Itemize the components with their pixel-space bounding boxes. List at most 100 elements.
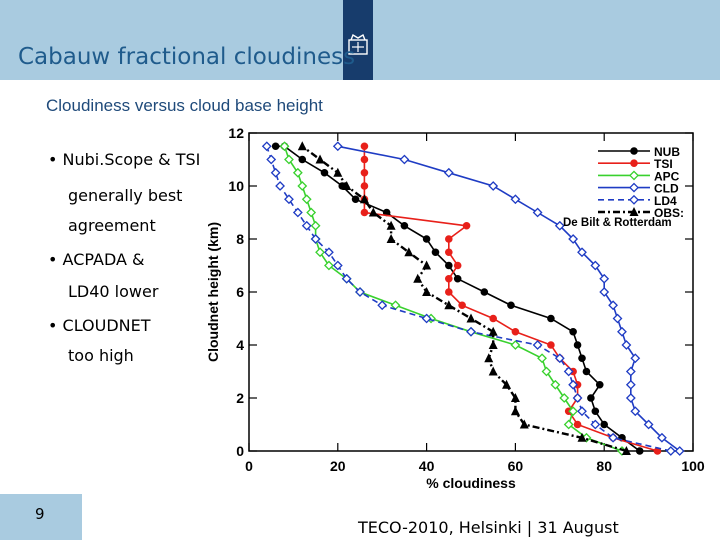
data-point	[621, 340, 632, 350]
data-point	[279, 141, 290, 152]
data-point	[360, 208, 369, 217]
data-point	[360, 142, 369, 151]
data-point	[599, 273, 610, 284]
data-point	[484, 353, 494, 363]
data-point	[315, 247, 325, 258]
data-point	[360, 155, 369, 164]
x-axis-label: % cloudiness	[426, 475, 516, 491]
data-point	[360, 182, 369, 190]
footer-panel	[82, 494, 720, 540]
data-point	[431, 248, 440, 257]
data-point	[488, 326, 498, 336]
data-point	[625, 366, 636, 377]
data-point	[422, 260, 432, 270]
data-point	[466, 313, 476, 323]
data-point	[324, 260, 334, 271]
series-cld	[332, 141, 685, 456]
data-point	[630, 406, 641, 417]
crest-icon	[348, 33, 368, 55]
data-point	[625, 393, 636, 403]
data-point	[422, 235, 431, 243]
footer-text: TECO-2010, Helsinki | 31 August	[358, 518, 619, 537]
legend-label: TSI	[654, 157, 673, 171]
x-tick-label: 100	[681, 458, 705, 474]
data-point	[360, 168, 369, 177]
data-point	[600, 420, 608, 429]
data-point	[332, 260, 343, 271]
page-title: Cabauw fractional cloudiness	[18, 44, 356, 70]
legend-label: CLD	[654, 182, 679, 196]
y-tick-label: 6	[236, 284, 244, 300]
data-point	[657, 432, 667, 443]
data-point	[577, 432, 587, 442]
series-apc	[279, 141, 627, 456]
series-line	[283, 146, 623, 452]
data-point	[275, 181, 285, 191]
data-point	[310, 234, 321, 244]
data-point	[488, 181, 499, 191]
y-tick-label: 12	[228, 125, 244, 141]
x-tick-label: 80	[596, 458, 612, 474]
y-tick-label: 4	[236, 337, 244, 353]
data-point	[582, 367, 591, 376]
series-tsi	[360, 142, 662, 455]
legend-label: OBS:	[654, 206, 684, 220]
data-point	[537, 353, 547, 364]
data-point	[351, 195, 360, 204]
series-line	[337, 145, 681, 452]
data-point	[301, 220, 312, 231]
data-point	[563, 366, 574, 377]
data-point	[443, 167, 454, 178]
data-point	[445, 235, 453, 243]
data-point	[591, 407, 600, 416]
data-point	[587, 394, 595, 402]
data-point	[444, 300, 454, 310]
data-point	[559, 393, 570, 403]
data-point	[608, 300, 618, 311]
data-point	[284, 194, 294, 205]
data-point	[386, 220, 396, 230]
data-point	[297, 141, 307, 151]
data-point	[368, 207, 378, 217]
y-axis-label: Cloudnet height (km)	[205, 222, 221, 362]
data-point	[404, 247, 414, 257]
data-point	[400, 221, 409, 230]
data-point	[595, 380, 604, 389]
data-point	[625, 379, 636, 390]
data-point	[577, 247, 587, 258]
data-point	[488, 366, 498, 376]
data-point	[599, 287, 610, 297]
legend-marker	[629, 207, 639, 216]
data-point	[458, 301, 466, 310]
bullet-item: • ACPADA &	[48, 250, 145, 269]
data-point	[342, 181, 352, 190]
data-point	[301, 194, 312, 205]
data-point	[563, 419, 574, 430]
bullet-item-line: generally best	[68, 186, 183, 205]
data-point	[320, 168, 329, 177]
data-point	[488, 340, 498, 349]
data-point	[550, 379, 561, 390]
data-point	[547, 341, 555, 349]
data-point	[621, 446, 631, 455]
data-point	[577, 406, 587, 417]
data-point	[532, 340, 543, 350]
data-point	[617, 326, 627, 337]
data-point	[635, 447, 644, 455]
legend-marker	[630, 159, 638, 167]
data-point	[572, 393, 583, 403]
data-point	[510, 393, 520, 402]
y-tick-label: 8	[236, 231, 244, 247]
data-point	[306, 207, 317, 218]
data-point	[310, 220, 321, 231]
data-point	[541, 366, 552, 377]
x-tick-label: 20	[330, 458, 346, 474]
data-point	[630, 353, 641, 364]
x-tick-label: 60	[508, 458, 524, 474]
data-point	[261, 141, 272, 152]
data-point	[573, 420, 582, 429]
data-point	[573, 341, 582, 349]
legend-label: LD4	[654, 194, 677, 208]
series-line	[301, 145, 627, 453]
